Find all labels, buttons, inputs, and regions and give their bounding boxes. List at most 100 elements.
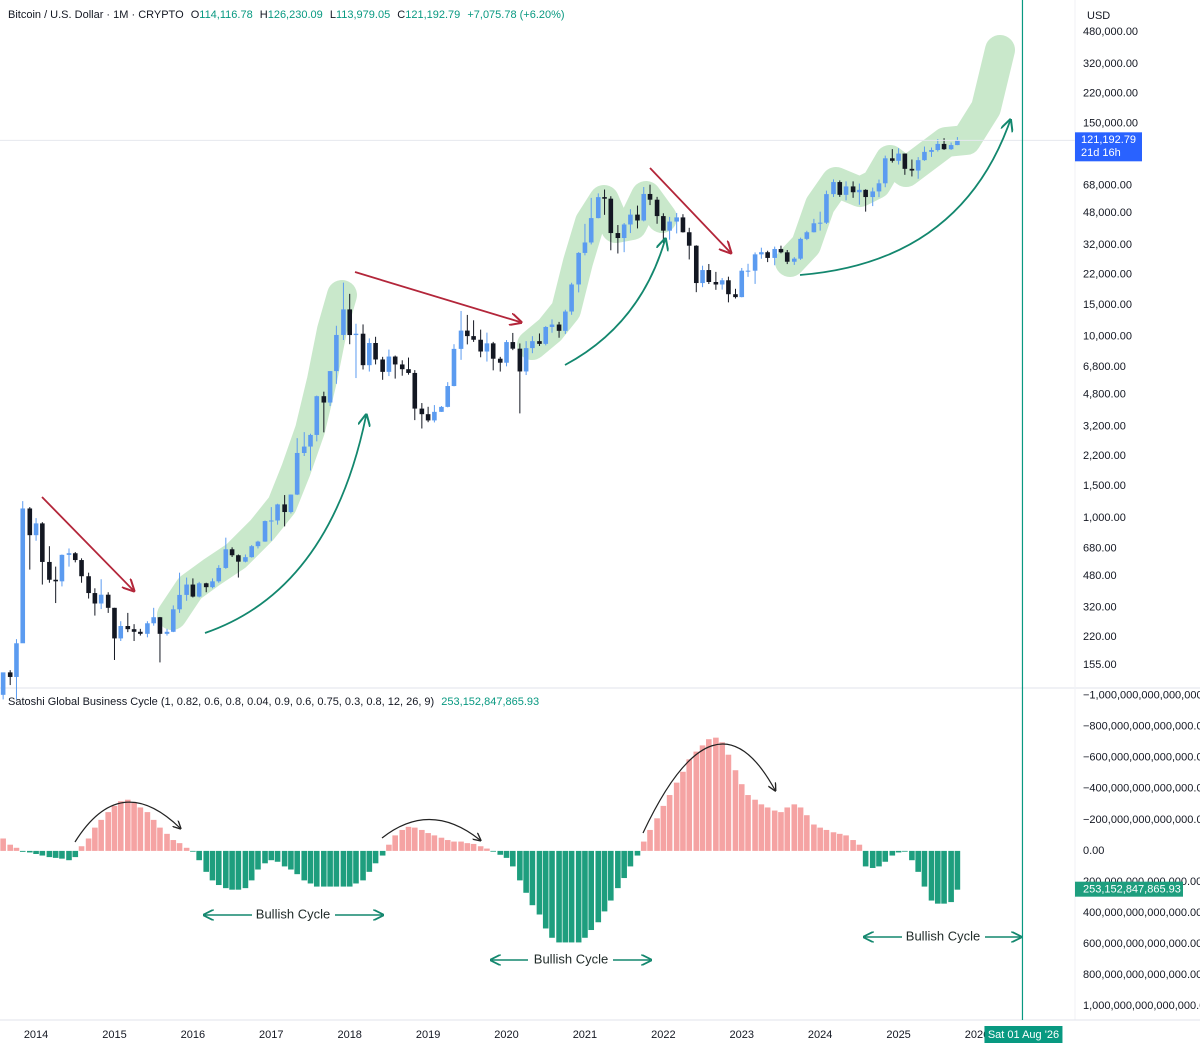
candle-body [412,372,418,409]
candle-body [811,223,817,233]
candle-body [210,581,215,588]
histogram-bar [542,850,549,929]
histogram-bar [144,812,151,851]
histogram-bar [215,850,222,886]
histogram-bar [595,850,602,923]
histogram-bar [941,850,947,904]
indicator-value-label: 253,152,847,865.93 [1083,884,1181,896]
candle-body [47,561,52,580]
candle-body [784,252,790,262]
histogram-bar [588,850,595,931]
candle-body [739,270,745,298]
candle-body [563,311,568,331]
candle-body [341,309,346,335]
candle-body [321,396,327,403]
candle-body [478,339,483,352]
cycle-arc [642,743,775,834]
candle-body [915,160,921,171]
histogram-bar [379,850,386,856]
up-arrow [799,121,1010,276]
candle-body [543,326,549,344]
histogram-bar [915,850,921,872]
histogram-bar [797,807,804,851]
histogram-bar [425,833,431,851]
histogram-bar [804,815,810,851]
ohlc-key: H [260,9,268,21]
y-tick-label: 155.00 [1083,659,1117,671]
candle-body [334,334,339,372]
up-arrow [204,416,366,634]
candle-body [229,549,235,556]
x-tick-label: 2018 [337,1029,361,1041]
candle-body [706,270,712,282]
y-tick-label: 10,000.00 [1083,331,1132,343]
candle-body [294,452,300,495]
histogram-bar [490,850,496,852]
histogram-bar [889,850,896,856]
countdown-label: 21d 16h [1081,147,1121,159]
candle-body [177,594,182,610]
y-tick-label: 4,800.00 [1083,388,1126,400]
candle-body [804,232,810,239]
histogram-bar [680,771,686,851]
candle-body [588,218,594,243]
histogram-bar [92,827,98,851]
candle-body [40,523,45,562]
histogram-bar [647,829,653,851]
histogram-bar [46,850,53,858]
histogram-bar [771,810,778,851]
candle-body [602,197,607,199]
histogram-bar [301,850,308,881]
candle-body [282,504,287,513]
up-arrow [564,240,665,366]
histogram-bar [386,844,392,851]
histogram-bar [673,782,680,851]
candle-body [693,245,699,284]
candle-body [216,567,222,582]
candle-body [713,281,719,285]
y-tick-label: 1,500.00 [1083,480,1126,492]
histogram-bar [333,850,340,887]
candle-body [497,358,503,363]
x-tick-label: 2021 [573,1029,597,1041]
candle-body [941,143,947,150]
candle-body [772,249,777,258]
candle-body [131,629,137,632]
candle-body [890,158,895,161]
candle-body [98,594,104,604]
candle-body [301,446,307,453]
candle-body [733,294,738,298]
indicator-value-box [1075,881,1183,897]
last-price-box [1075,132,1142,162]
histogram-bar [262,850,268,864]
histogram-bar [372,850,379,864]
histogram-bar [313,850,320,887]
down-arrow [649,167,730,252]
histogram-bar [399,829,406,851]
candle-body [373,342,378,360]
candle-body [112,607,117,639]
y-tick-label: 480,000.00 [1083,26,1138,38]
candle-body [680,217,686,233]
ohlc-value: 114,116.78 [199,9,252,21]
histogram-bar [921,850,928,887]
candle-body [510,342,516,349]
x-tick-label: 2023 [730,1029,754,1041]
candle-body [530,341,535,349]
histogram-bar [699,745,706,851]
histogram-bar [660,805,667,851]
candle-body [249,546,254,558]
histogram-bar [13,847,20,851]
histogram-bar [725,754,732,851]
x-tick-label: 2017 [259,1029,283,1041]
histogram-bar [451,841,457,851]
histogram-bar [836,833,843,851]
candle-body [674,217,679,222]
histogram-bar [601,850,608,912]
candle-body [902,153,908,169]
histogram-bar [654,818,660,851]
histogram-bar [0,838,6,851]
y-tick-label: 680.00 [1083,542,1117,554]
candle-body [118,626,124,639]
